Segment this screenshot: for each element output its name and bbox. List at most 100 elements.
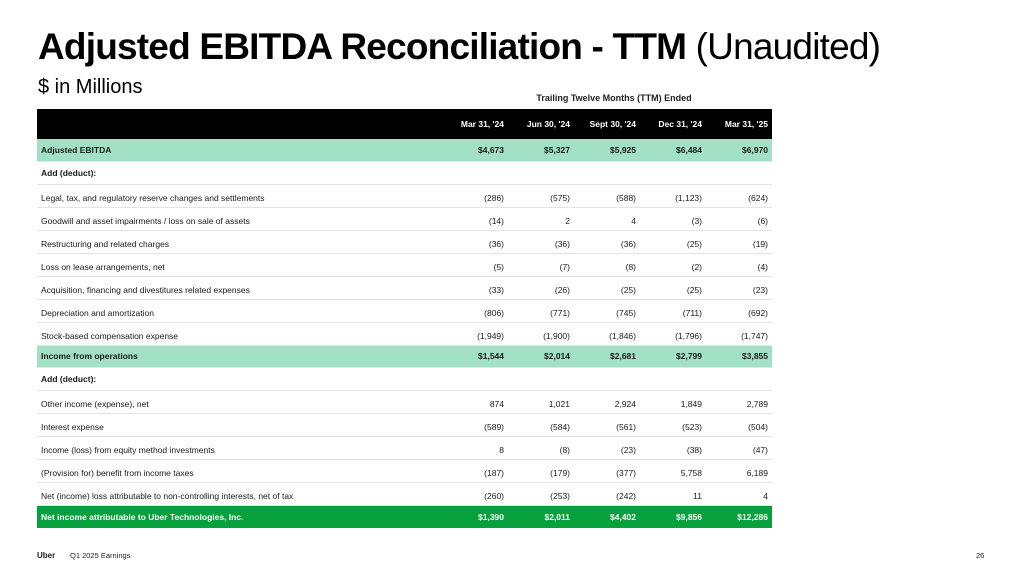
row-label: Adjusted EBITDA xyxy=(41,145,112,156)
row-value: (260) xyxy=(484,490,504,501)
row-value xyxy=(640,162,706,185)
row-value: $5,327 xyxy=(544,145,570,156)
row-value: $9,856 xyxy=(676,511,702,522)
row-value: (23) xyxy=(752,284,768,295)
table-row: Add (deduct): xyxy=(37,368,772,391)
row-value: (26) xyxy=(554,284,570,295)
row-value: (23) xyxy=(620,444,636,455)
period-label: Trailing Twelve Months (TTM) Ended xyxy=(536,93,692,103)
row-value: (14) xyxy=(488,216,504,227)
row-label: Restructuring and related charges xyxy=(41,238,170,249)
column-header: Sept 30, '24 xyxy=(589,119,636,129)
row-value: (36) xyxy=(620,238,636,249)
row-value xyxy=(706,162,772,185)
row-value: $2,681 xyxy=(610,351,636,362)
row-value xyxy=(574,162,640,185)
row-value xyxy=(442,368,508,391)
row-label: Add (deduct): xyxy=(41,374,97,385)
row-value: $12,286 xyxy=(737,511,768,522)
row-value: 874 xyxy=(489,399,504,410)
footer-report: Q1 2025 Earnings xyxy=(70,551,131,560)
row-value: (38) xyxy=(686,444,702,455)
row-value: (25) xyxy=(686,238,702,249)
row-value: (692) xyxy=(748,307,768,318)
row-label: Acquisition, financing and divestitures … xyxy=(41,284,250,295)
row-value: $3,855 xyxy=(742,351,768,362)
row-value: 1,849 xyxy=(680,399,702,410)
column-header: Mar 31, '25 xyxy=(724,119,768,129)
row-value: (3) xyxy=(691,216,702,227)
table-row: (Provision for) benefit from income taxe… xyxy=(37,459,772,483)
row-value: (2) xyxy=(691,261,702,272)
row-value xyxy=(508,368,574,391)
column-header: Dec 31, '24 xyxy=(658,119,702,129)
row-value: (7) xyxy=(559,261,570,272)
row-value: $2,011 xyxy=(544,511,570,522)
row-value: (5) xyxy=(493,261,504,272)
column-header: Jun 30, '24 xyxy=(526,119,570,129)
table-row: Interest expense (589) (584) (561) (523) (504… xyxy=(37,414,772,437)
row-value: 1,021 xyxy=(548,399,570,410)
row-value: $1,544 xyxy=(478,351,504,362)
row-value: (377) xyxy=(616,467,636,478)
row-label: Net (income) loss attributable to non-co… xyxy=(41,490,294,501)
table-row: Income (loss) from equity method investm… xyxy=(37,437,772,460)
table-row: Net income attributable to Uber Technolo… xyxy=(37,505,772,529)
row-value: 4 xyxy=(763,490,768,501)
row-label: Loss on lease arrangements, net xyxy=(41,261,165,272)
row-label: Other income (expense), net xyxy=(41,399,149,410)
row-value: $1,390 xyxy=(478,511,504,522)
row-value: (25) xyxy=(686,284,702,295)
row-value: (1,796) xyxy=(675,330,702,341)
row-value: (806) xyxy=(484,307,504,318)
page-title-paren: (Unaudited) xyxy=(695,26,881,67)
row-value: $6,484 xyxy=(676,145,702,156)
row-value: (588) xyxy=(616,193,636,204)
row-label: Depreciation and amortization xyxy=(41,307,154,318)
table-row: Loss on lease arrangements, net (5) (7) (8)… xyxy=(37,253,772,277)
row-value: (242) xyxy=(616,490,636,501)
row-value: (33) xyxy=(488,284,504,295)
row-value: (1,747) xyxy=(741,330,768,341)
row-value: (1,123) xyxy=(675,193,702,204)
row-value: (4) xyxy=(757,261,768,272)
row-value: (253) xyxy=(550,490,570,501)
row-value: (1,900) xyxy=(543,330,570,341)
row-label: Interest expense xyxy=(41,422,104,433)
row-value: 5,758 xyxy=(680,467,702,478)
row-label: Goodwill and asset impairments / loss on… xyxy=(41,216,250,227)
row-value: $4,673 xyxy=(478,145,504,156)
row-value: (6) xyxy=(757,216,768,227)
table-row: Other income (expense), net 874 1,021 2,924… xyxy=(37,391,772,414)
table-row: Legal, tax, and regulatory reserve chang… xyxy=(37,185,772,208)
row-value: (589) xyxy=(484,422,504,433)
header-label-cell xyxy=(37,109,442,139)
row-label: Income from operations xyxy=(41,351,138,362)
row-value: 8 xyxy=(499,444,504,455)
row-label: Legal, tax, and regulatory reserve chang… xyxy=(41,193,265,204)
table-row: Goodwill and asset impairments / loss on… xyxy=(37,208,772,231)
reconciliation-table: Mar 31, '24 Jun 30, '24 Sept 30, '24 Dec… xyxy=(37,109,772,529)
footer-brand: Uber xyxy=(37,551,56,560)
row-value xyxy=(442,162,508,185)
row-value xyxy=(706,368,772,391)
table-row: Acquisition, financing and divestitures … xyxy=(37,276,772,300)
table-row: Adjusted EBITDA $4,673 $5,327 $5,925 $6,484 $… xyxy=(37,139,772,162)
row-value: $2,014 xyxy=(544,351,570,362)
row-value: (286) xyxy=(484,193,504,204)
row-value: $4,402 xyxy=(610,511,636,522)
row-value: (1,949) xyxy=(477,330,504,341)
table-row: Depreciation and amortization (806) (771) (… xyxy=(37,299,772,323)
row-value: (1,846) xyxy=(609,330,636,341)
page-number: 26 xyxy=(976,551,985,560)
row-value: (25) xyxy=(620,284,636,295)
page-subtitle: $ in Millions xyxy=(38,76,143,98)
page-title-main: Adjusted EBITDA Reconciliation - TTM xyxy=(38,26,687,67)
row-value: (771) xyxy=(550,307,570,318)
row-value: (179) xyxy=(550,467,570,478)
column-header: Mar 31, '24 xyxy=(460,119,504,129)
row-label: Stock-based compensation expense xyxy=(41,330,179,341)
row-value: (8) xyxy=(559,444,570,455)
row-value xyxy=(574,368,640,391)
row-value: $6,970 xyxy=(742,145,768,156)
